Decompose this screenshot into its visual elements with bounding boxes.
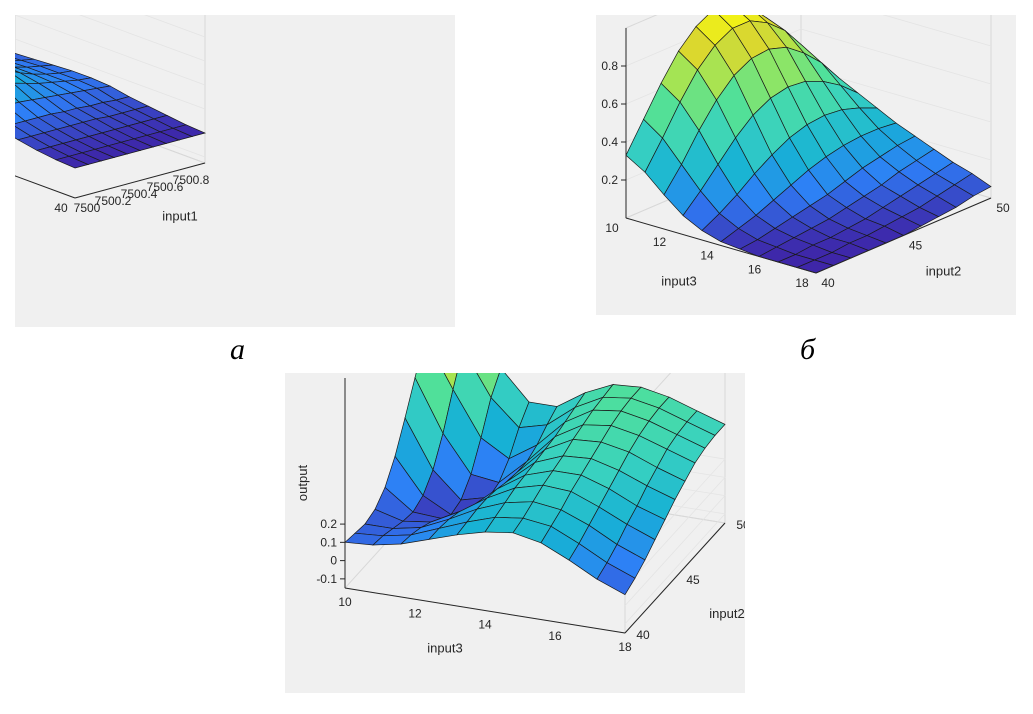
y-tick-label: 14 — [700, 249, 714, 263]
surface-plot-c: -0.1 0 0.1 0.2 output 10 12 14 16 18 input3 40 45 50 i… — [285, 373, 745, 693]
x-tick-label: 18 — [618, 640, 632, 654]
y-tick-label: 16 — [748, 262, 762, 276]
z-tick-label: 0.2 — [601, 173, 618, 187]
x-axis-line — [74, 162, 206, 199]
y-tick-label: 45 — [686, 573, 700, 587]
y-axis-line — [15, 175, 76, 199]
x-tick-label: 16 — [548, 629, 562, 643]
x-axis-line — [815, 197, 992, 274]
z-tick-label: 0.1 — [320, 535, 337, 549]
y-tick-label: 50 — [736, 518, 745, 532]
z-axis-label: output — [295, 465, 310, 502]
surface — [15, 53, 207, 169]
x-tick-label: 45 — [909, 239, 923, 253]
x-tick-label: 40 — [821, 276, 835, 290]
x-tick-label: 7500.6 — [147, 180, 184, 194]
z-tick-label: 0.8 — [601, 59, 618, 73]
x-tick-label: 7500.8 — [173, 173, 210, 187]
x-tick-label: 7500.4 — [121, 187, 158, 201]
surface-plot-a: -0.200.20.40.60.8output75007500.27500.47… — [15, 15, 455, 327]
z-tick-label: 0.4 — [601, 135, 618, 149]
x-axis-label: input3 — [427, 641, 462, 656]
surface-patch — [54, 155, 90, 169]
caption-b: б — [800, 333, 816, 366]
surface — [625, 15, 992, 274]
z-tick-label: 0.2 — [320, 517, 337, 531]
y-axis-line — [625, 217, 817, 274]
axes: 0.20.40.60.8output404550input21816141210… — [601, 28, 1010, 290]
surface-plot-b: 0.20.40.60.8output404550input21816141210… — [596, 15, 1016, 315]
y-tick-label: 40 — [636, 628, 650, 642]
caption-a: а — [230, 333, 245, 366]
surface — [344, 373, 726, 596]
z-gridline — [15, 15, 206, 86]
y-tick-label: 40 — [54, 201, 68, 215]
y-tick-label: 12 — [653, 235, 667, 249]
x-axis-label: input2 — [926, 264, 961, 279]
z-gridline — [78, 15, 206, 62]
axes: -0.200.20.40.60.8output75007500.27500.47… — [15, 162, 210, 224]
y-axis-line — [624, 522, 726, 634]
surface-plot-a-svg: -0.200.20.40.60.8output75007500.27500.47… — [15, 15, 210, 224]
y-tick-label: 10 — [605, 221, 619, 235]
axes: -0.1 0 0.1 0.2 output 10 12 14 16 18 input3 40 45 50 i… — [295, 378, 745, 656]
y-tick-label: 18 — [795, 276, 809, 290]
z-tick-label: 0 — [330, 554, 337, 568]
z-gridline — [15, 38, 206, 110]
x-tick-label: 50 — [996, 201, 1010, 215]
surface-patch — [596, 562, 636, 596]
z-tick-label: -0.1 — [316, 572, 337, 586]
z-tick-label: 0.6 — [601, 97, 618, 111]
x-axis-label: input1 — [162, 209, 197, 224]
x-tick-label: 7500.2 — [95, 194, 132, 208]
x-tick-label: 12 — [408, 606, 422, 620]
z-gridline — [625, 15, 992, 67]
x-tick-label: 10 — [338, 595, 352, 609]
y-axis-label: input3 — [661, 274, 696, 289]
y-axis-label: input2 — [709, 606, 744, 621]
x-axis-line — [344, 587, 626, 634]
surface-patch — [15, 97, 20, 104]
x-tick-label: 14 — [478, 618, 492, 632]
surface-plot-c-svg: -0.1 0 0.1 0.2 output 10 12 14 16 18 input3 40 45 50 i… — [295, 373, 745, 656]
x-tick-label: 7500 — [74, 201, 101, 215]
surface-plot-b-svg: 0.20.40.60.8output404550input21816141210… — [601, 15, 1010, 290]
